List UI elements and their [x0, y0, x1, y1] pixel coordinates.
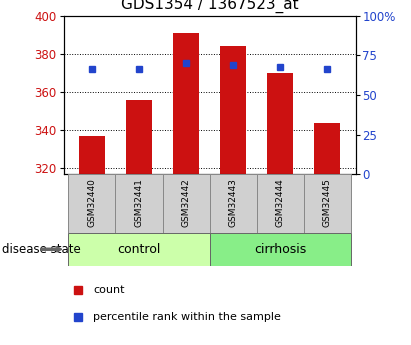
Bar — [126, 100, 152, 174]
Bar — [220, 46, 246, 174]
Text: cirrhosis: cirrhosis — [254, 243, 306, 256]
Bar — [210, 174, 257, 233]
Text: GSM32443: GSM32443 — [229, 178, 238, 227]
Text: control: control — [117, 243, 161, 256]
Bar — [304, 174, 351, 233]
Text: GSM32444: GSM32444 — [276, 178, 285, 227]
Bar — [79, 136, 105, 174]
Bar — [173, 33, 199, 174]
Bar — [210, 233, 351, 266]
Text: GSM32442: GSM32442 — [182, 178, 191, 227]
Bar — [68, 174, 115, 233]
Text: GSM32445: GSM32445 — [323, 178, 332, 227]
Text: percentile rank within the sample: percentile rank within the sample — [93, 313, 281, 322]
Bar — [257, 174, 304, 233]
Bar — [115, 174, 162, 233]
Text: GSM32441: GSM32441 — [134, 178, 143, 227]
Text: count: count — [93, 285, 125, 295]
Bar — [267, 73, 293, 174]
Title: GDS1354 / 1367523_at: GDS1354 / 1367523_at — [121, 0, 298, 13]
Text: GSM32440: GSM32440 — [88, 178, 97, 227]
Text: disease state: disease state — [2, 243, 81, 256]
Bar — [162, 174, 210, 233]
Bar — [314, 122, 340, 174]
Bar — [68, 233, 210, 266]
